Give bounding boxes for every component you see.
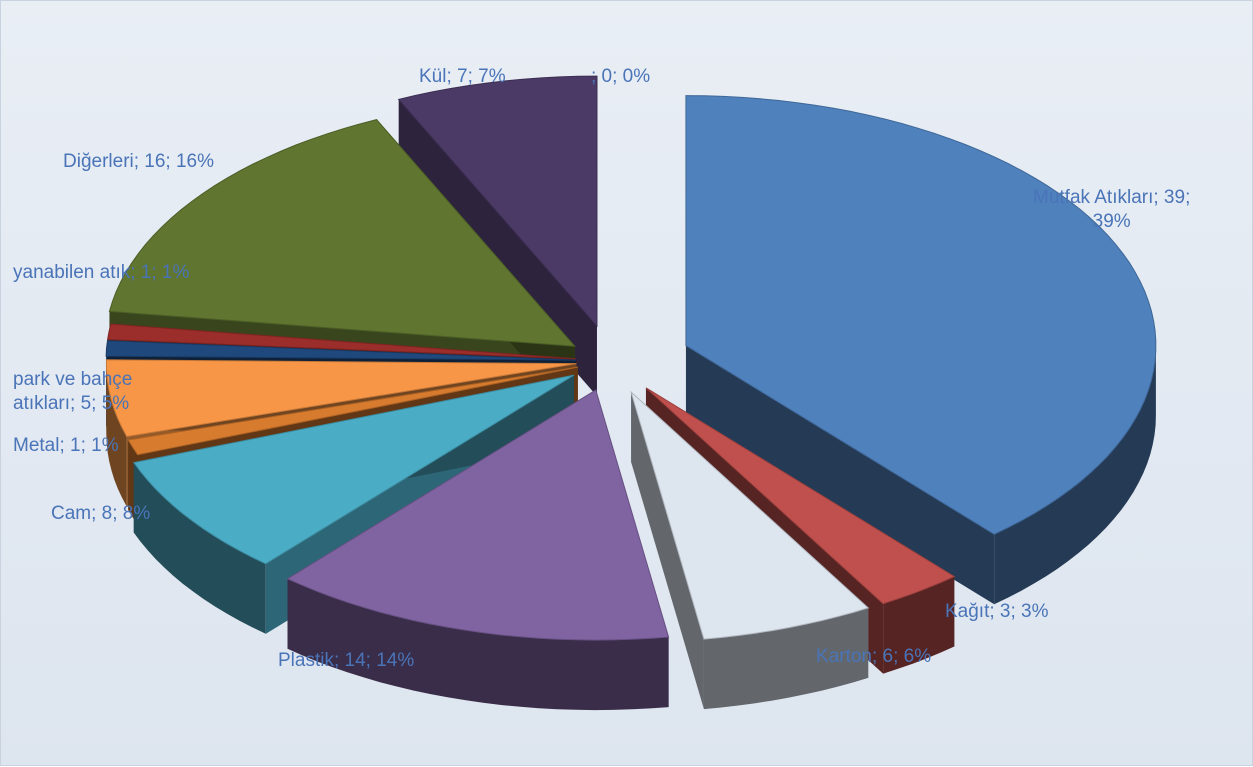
pie-slice-k-l (397, 75, 598, 328)
data-label-line: park ve bahçe (13, 369, 133, 390)
data-label-metal: Metal; 1; 1% (13, 435, 119, 456)
slice-side-park-ve-bah-e-at-klar- (106, 363, 127, 507)
slice-side-mutfak-at-klar- (994, 345, 1156, 605)
slice-side-cam (133, 462, 266, 634)
slice-side-karton (703, 607, 869, 710)
pie-slice-park-ve-bah-e-at-klar- (105, 359, 577, 438)
data-label-line: Mutfak Atıkları; 39; (1033, 187, 1191, 208)
pie-tops (105, 75, 1157, 641)
pie-slice-ka-t (645, 387, 956, 605)
data-label-kagit: Kağıt; 3; 3% (945, 601, 1049, 622)
data-label-yanabilen-atik: yanabilen atık; 1; 1% (13, 262, 190, 283)
slice-side-plastik (287, 578, 669, 711)
data-label-line: 39% (1092, 211, 1131, 232)
data-label-mutfak-atiklari: Mutfak Atıkları; 39; 39% (1033, 186, 1190, 234)
data-label-kul: Kül; 7; 7% (419, 66, 506, 87)
pie-slice-di-erleri (108, 119, 577, 347)
pie-slice-unnamed (107, 323, 577, 360)
pie-slice-cam (132, 374, 575, 565)
data-label-karton: Karton; 6; 6% (816, 646, 932, 667)
data-label-plastik: Plastik; 14; 14% (278, 650, 415, 671)
pie-slice-metal (127, 366, 578, 456)
data-label-digerleri: Diğerleri; 16; 16% (63, 151, 215, 172)
pie-slice-mutfak-at-klar- (685, 95, 1157, 535)
slice-wall-karton (631, 392, 704, 710)
data-label-line: atıkları; 5; 5% (13, 393, 130, 414)
data-label-zero: ; 0; 0% (591, 66, 651, 87)
pie-slice-karton (630, 390, 870, 640)
pie-slice-plastik (286, 389, 670, 641)
slice-wall-mutfak-at-klar- (685, 345, 995, 605)
pie-slice-yanabilen-at-k (105, 340, 577, 361)
slice-side-ka-t (883, 576, 955, 674)
data-label-park-ve-bahce: park ve bahçe atıkları; 5; 5% (13, 368, 132, 416)
data-label-cam: Cam; 8; 8% (51, 503, 151, 524)
